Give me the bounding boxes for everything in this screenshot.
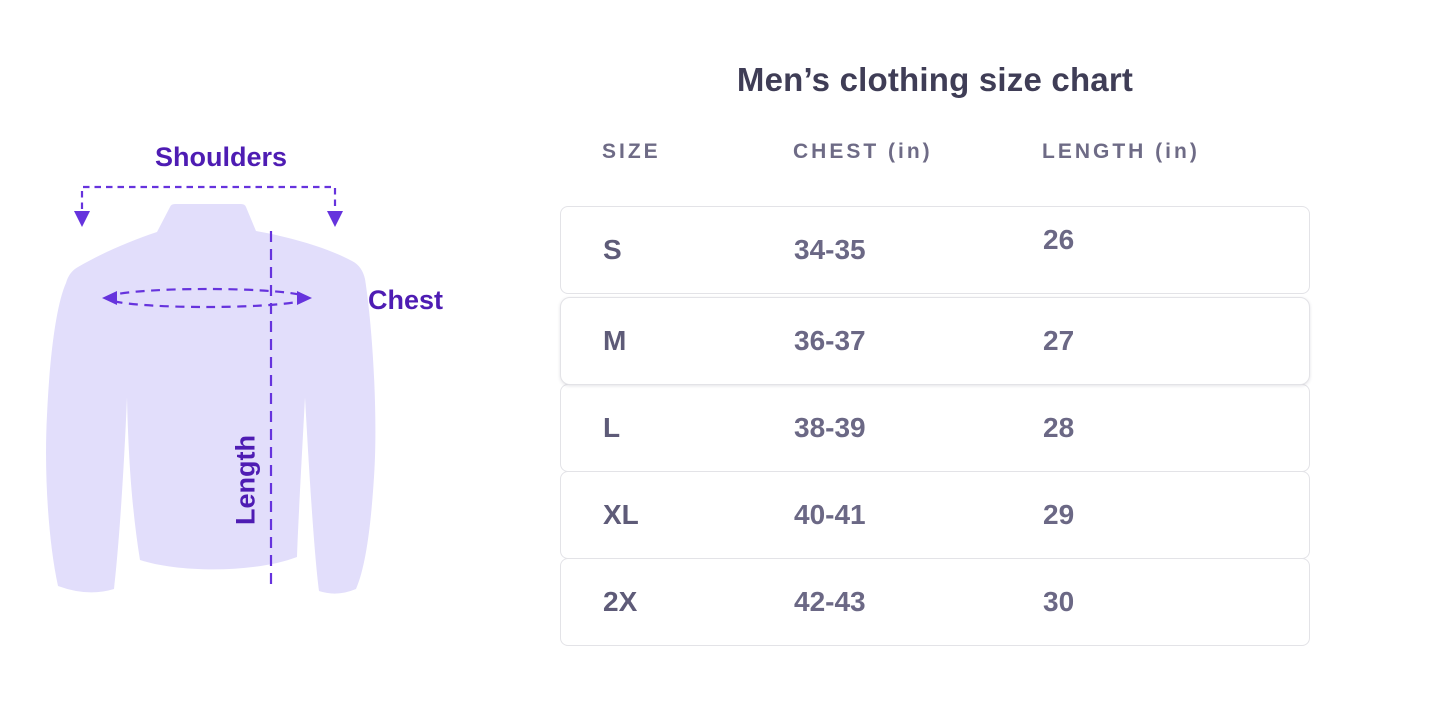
page-title: Men’s clothing size chart [736,61,1134,98]
size-table: S 34-35 26 M 36-37 27 L 38-39 28 XL 40-4… [560,206,1310,646]
cell-size: L [603,412,621,443]
cell-chest: 36-37 [794,325,866,356]
cell-chest: 38-39 [794,412,866,443]
table-row: M 36-37 27 [560,297,1310,385]
length-label: Length [230,435,261,525]
chest-arrow-left-icon [102,291,117,305]
cell-length: 30 [1043,586,1075,617]
cell-length: 26 [1043,224,1075,255]
cell-size: 2X [603,586,638,617]
shoulders-arrow-left-icon [74,211,90,227]
table-row: 2X 42-43 30 [560,558,1310,646]
shirt-silhouette [46,204,376,594]
table-row: S 34-35 26 [560,206,1310,294]
shoulders-label: Shoulders [154,142,288,172]
cell-chest: 40-41 [794,499,866,530]
column-header-chest: CHEST (in) [793,140,933,163]
column-header-length: LENGTH (in) [1042,140,1200,163]
cell-size: M [603,325,627,356]
cell-size: XL [603,499,639,530]
cell-length: 28 [1043,412,1075,443]
cell-chest: 34-35 [794,234,866,265]
table-row: L 38-39 28 [560,384,1310,472]
cell-chest: 42-43 [794,586,866,617]
cell-length: 29 [1043,499,1075,530]
shoulders-arrow-right-icon [327,211,343,227]
shirt-graphic [46,185,376,594]
chest-arrow-right-icon [297,291,312,305]
cell-size: S [603,234,622,265]
cell-length: 27 [1043,325,1075,356]
table-row: XL 40-41 29 [560,471,1310,559]
chest-label: Chest [368,285,444,315]
column-header-size: SIZE [602,140,661,163]
measurement-diagram: Shoulders Chest Length [0,0,500,725]
table-header: SIZE CHEST (in) LENGTH (in) [560,140,1310,164]
